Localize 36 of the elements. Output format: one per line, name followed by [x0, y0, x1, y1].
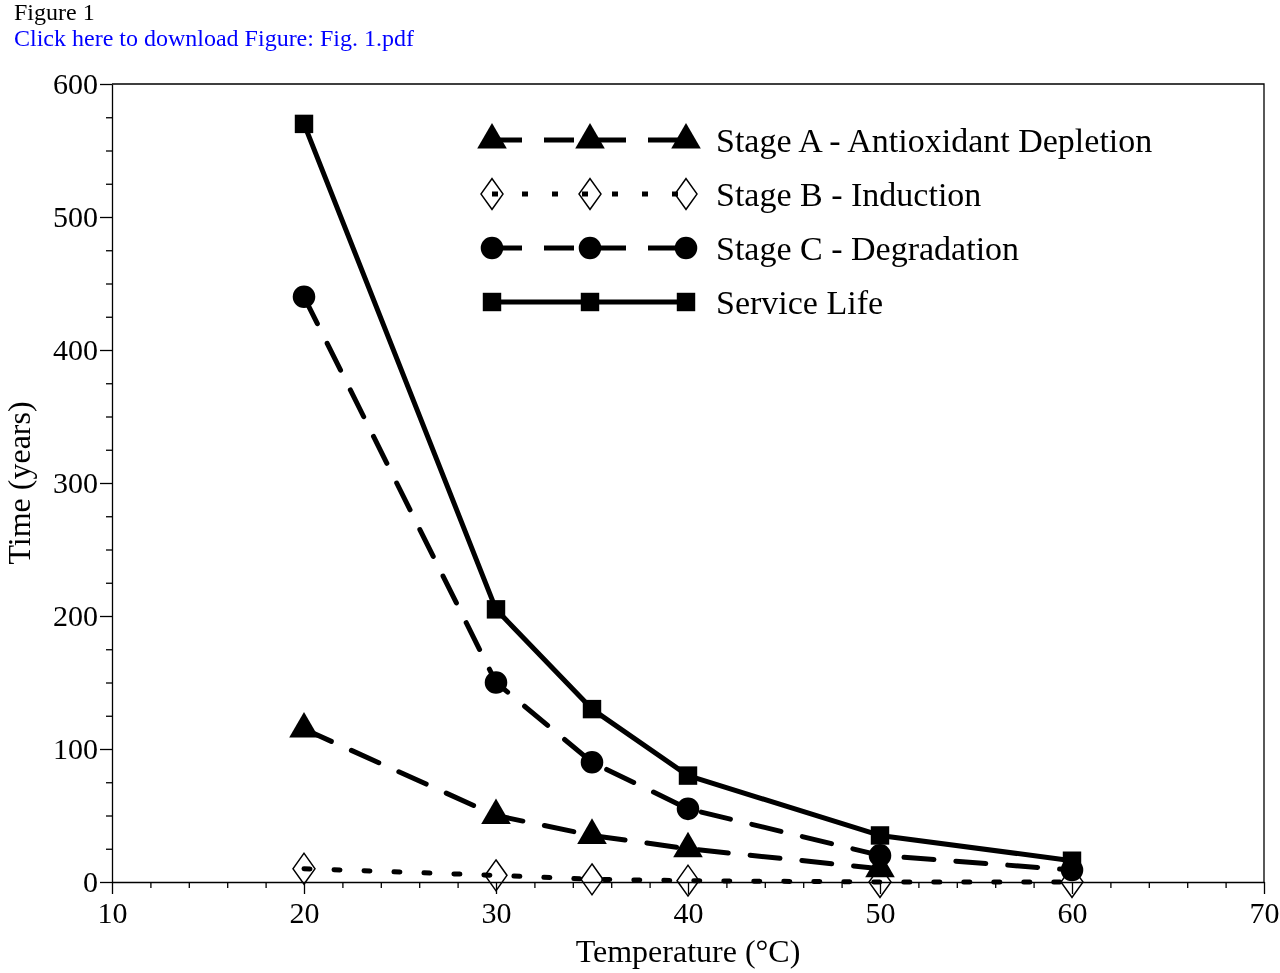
point — [582, 699, 602, 719]
legend-label: Service Life — [716, 284, 884, 321]
legend-label: Stage A - Antioxidant Depletion — [716, 122, 1153, 159]
point — [484, 671, 508, 694]
y-tick-label: 200 — [53, 599, 98, 633]
point — [868, 844, 892, 867]
point — [292, 285, 316, 309]
x-tick-label: 30 — [481, 896, 512, 930]
legend-label: Stage B - Induction — [716, 176, 982, 213]
caption: Figure 1 — [14, 0, 95, 25]
y-tick-label: 100 — [53, 732, 98, 766]
y-tick-label: 600 — [53, 67, 98, 101]
point — [292, 852, 316, 885]
point — [580, 863, 604, 896]
point — [676, 864, 700, 897]
point — [678, 766, 698, 785]
point — [294, 114, 314, 134]
legend-label: Stage C - Degradation — [716, 230, 1020, 267]
y-tick-label: 500 — [53, 200, 98, 234]
y-tick-label: 0 — [83, 865, 98, 899]
text: Click here to download Figure: Fig. 1.pdf — [14, 25, 414, 51]
x-tick-label: 60 — [1057, 896, 1088, 930]
x-tick-label: 20 — [289, 896, 320, 930]
x-axis-title: Temperature (°C) — [575, 933, 801, 969]
x-tick-label: 40 — [673, 896, 704, 930]
x-tick-label: 10 — [97, 896, 128, 930]
x-tick-label: 70 — [1249, 896, 1280, 930]
point — [676, 797, 700, 821]
y-axis-title: Time (years) — [1, 401, 37, 565]
point — [580, 751, 604, 774]
y-tick-label: 400 — [53, 333, 98, 367]
x-tick-label: 50 — [865, 896, 896, 930]
y-tick-label: 300 — [53, 466, 98, 500]
point — [484, 859, 508, 892]
point — [870, 826, 890, 845]
point — [486, 600, 506, 619]
